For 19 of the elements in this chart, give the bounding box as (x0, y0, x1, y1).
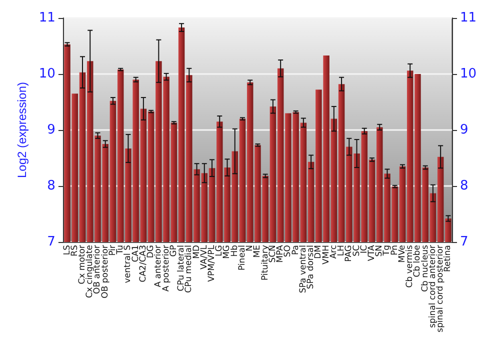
y2-tick-label: 10 (460, 66, 477, 82)
x-tick-label: ME (252, 245, 263, 258)
y2-tick-label: 11 (460, 10, 477, 26)
x-tick-label: RS (70, 245, 80, 256)
y-tick-label: 7 (47, 234, 56, 250)
y2-tick-label: 9 (460, 122, 468, 138)
x-tick-label: Pituitary (260, 245, 270, 280)
y-tick-label: 11 (38, 10, 56, 26)
x-tick-label: spinal cord posterior (436, 244, 446, 332)
y-tick-label: 9 (47, 122, 56, 138)
y2-tick-label: 7 (460, 234, 468, 250)
x-tick-label: Retina (443, 245, 454, 272)
x-tick-label: OB posterior (100, 244, 110, 298)
x-tick-label: Tg (382, 245, 392, 257)
y-tick-label: 10 (38, 66, 56, 82)
y2-tick-label: 8 (460, 178, 468, 194)
x-tick-label: A posterior (161, 244, 172, 292)
y-axis-title: Log2 (expression) (15, 82, 29, 178)
y-tick-label: 8 (47, 178, 56, 194)
